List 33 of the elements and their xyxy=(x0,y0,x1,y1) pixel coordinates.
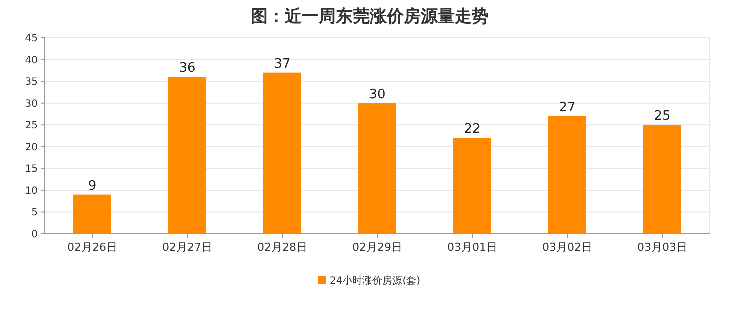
y-tick-label: 25 xyxy=(25,120,38,132)
y-tick-label: 15 xyxy=(25,164,38,176)
x-tick-label: 03月03日 xyxy=(638,241,688,254)
bar xyxy=(358,103,396,234)
x-tick-label: 02月29日 xyxy=(352,241,402,254)
y-tick-label: 0 xyxy=(32,230,38,240)
bar xyxy=(168,77,206,234)
y-tick-label: 40 xyxy=(25,55,38,66)
data-label: 36 xyxy=(179,61,196,76)
y-tick-label: 10 xyxy=(25,186,38,197)
x-tick-label: 02月26日 xyxy=(68,241,118,254)
y-tick-label: 20 xyxy=(25,142,38,154)
data-label: 27 xyxy=(559,100,576,116)
legend-label: 24小时涨价房源(套) xyxy=(330,275,421,287)
y-tick-label: 45 xyxy=(25,34,38,44)
data-label: 9 xyxy=(88,178,97,194)
bar xyxy=(264,72,302,234)
x-tick-label: 03月01日 xyxy=(448,241,498,254)
data-label: 30 xyxy=(369,87,386,102)
chart-title: 图：近一周东莞涨价房源量走势 xyxy=(251,7,489,27)
x-tick-label: 03月02日 xyxy=(542,241,592,254)
y-tick-label: 5 xyxy=(32,208,38,219)
data-label: 37 xyxy=(274,56,291,72)
y-tick-label: 30 xyxy=(25,98,38,110)
bar xyxy=(74,194,112,234)
bar xyxy=(548,116,586,234)
bar xyxy=(644,125,682,234)
y-tick-label: 35 xyxy=(25,77,38,88)
data-label: 25 xyxy=(654,109,671,124)
bar xyxy=(454,138,492,234)
data-label: 22 xyxy=(464,122,481,138)
x-tick-label: 02月27日 xyxy=(162,241,212,254)
x-tick-label: 02月28日 xyxy=(258,241,308,254)
